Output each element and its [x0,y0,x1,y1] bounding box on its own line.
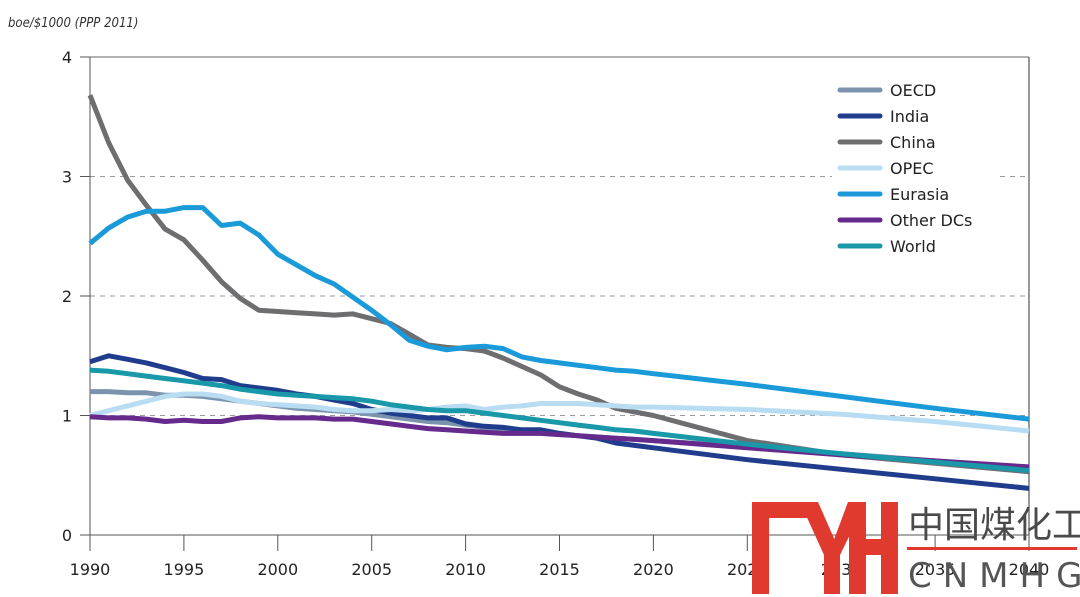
watermark-chinese-text: 中国煤化工 [908,505,1080,546]
legend-label: OECD [890,81,936,100]
x-tick-label: 2005 [351,560,392,579]
watermark-divider [907,547,1077,550]
x-tick-label: 1995 [164,560,205,579]
series-line-india [89,353,1030,491]
legend: OECD India China OPEC Eurasia Other DCs World [832,74,997,264]
x-tick-label: 2000 [257,560,298,579]
legend-label: India [890,107,929,126]
series-line-opec [89,391,1030,434]
y-tick-label: 3 [62,168,72,187]
x-tick-label: 2020 [633,560,674,579]
legend-label: World [890,237,936,256]
x-tick-label: 2040 [1009,560,1050,579]
x-tick-label: 2010 [445,560,486,579]
x-tick-label: 2015 [539,560,580,579]
x-tick-label: 2035 [915,560,956,579]
series-line-eurasia [88,205,1030,422]
legend-label: OPEC [890,159,934,178]
y-tick-label: 0 [62,526,72,545]
x-tick-label: 1990 [70,560,111,579]
legend-label: China [890,133,936,152]
series-line-china [87,94,1030,475]
watermark-latin-text: CNMHG [908,556,1080,596]
y-tick-label: 2 [62,287,72,306]
series-lines [87,94,1030,491]
y-tick-label: 1 [62,407,72,426]
y-tick-label: 4 [62,48,72,67]
legend-label: Other DCs [890,211,972,230]
mh-logo-mark [752,502,898,594]
series-line-world [89,367,1030,473]
legend-label: Eurasia [890,185,949,204]
cnmhg-watermark-logo: 中国煤化工 CNMHG [752,502,1080,596]
series-line-other-dcs [89,414,1030,470]
y-axis-title: boe/$1000 (PPP 2011) [8,16,139,31]
